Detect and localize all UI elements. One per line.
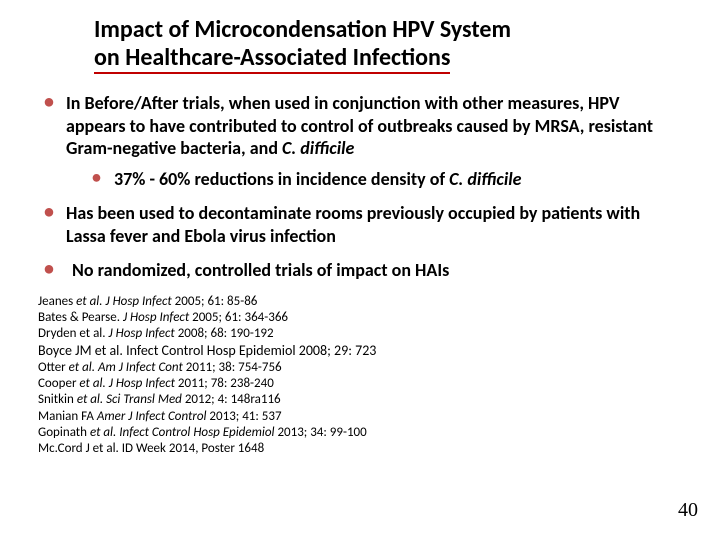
page-number: 40 bbox=[678, 499, 698, 522]
bullet-text: No randomized, controlled trials of impa… bbox=[72, 259, 449, 281]
bullet-text-italic: C. difficile bbox=[282, 137, 354, 159]
ref-post: 2008; 68: 190-192 bbox=[178, 326, 274, 341]
slide: Impact of Microcondensation HPV System o… bbox=[0, 0, 720, 540]
bullet-item: Has been used to decontaminate rooms pre… bbox=[38, 202, 682, 247]
ref-italic: J Hosp Infect bbox=[123, 310, 192, 325]
ref-pre: Mc.Cord J et al. ID Week 2014, Poster 16… bbox=[38, 441, 264, 456]
bullet-item: In Before/After trials, when used in con… bbox=[38, 92, 682, 190]
ref-post: 2005; 61: 85-86 bbox=[175, 294, 258, 309]
sub-bullet-text-italic: C. difficile bbox=[449, 168, 521, 190]
ref-pre: Snitkin bbox=[38, 392, 77, 407]
ref-italic: et al. Sci Transl Med bbox=[77, 392, 185, 407]
bullet-list: In Before/After trials, when used in con… bbox=[38, 92, 682, 282]
ref-post: 2012; 4: 148ra116 bbox=[185, 392, 281, 407]
sub-bullet-text: 37% - 60% reductions in incidence densit… bbox=[114, 168, 449, 190]
reference-line: Boyce JM et al. Infect Control Hosp Epid… bbox=[38, 342, 682, 360]
reference-line: Bates & Pearse. J Hosp Infect 2005; 61: … bbox=[38, 310, 682, 326]
ref-italic: et al. Infect Control Hosp Epidemiol bbox=[90, 425, 278, 440]
ref-post: 2013; 34: 99-100 bbox=[277, 425, 366, 440]
bullet-item: No randomized, controlled trials of impa… bbox=[38, 259, 682, 282]
title-line2: on Healthcare-Associated Infections bbox=[94, 44, 450, 75]
reference-line: Mc.Cord J et al. ID Week 2014, Poster 16… bbox=[38, 441, 682, 457]
ref-italic: et al. J Hosp Infect bbox=[76, 294, 175, 309]
reference-line: Cooper et al. J Hosp Infect 2011; 78: 23… bbox=[38, 376, 682, 392]
ref-italic: et al. Am J Infect Cont bbox=[69, 360, 186, 375]
references: Jeanes et al. J Hosp Infect 2005; 61: 85… bbox=[38, 294, 682, 458]
reference-line: Otter et al. Am J Infect Cont 2011; 38: … bbox=[38, 360, 682, 376]
ref-post: 2013; 41: 537 bbox=[206, 409, 281, 424]
ref-italic: J Hosp Infect bbox=[109, 326, 178, 341]
reference-line: Gopinath et al. Infect Control Hosp Epid… bbox=[38, 425, 682, 441]
reference-line: Manian FA Amer J Infect Control 2013; 41… bbox=[38, 409, 682, 425]
ref-post: 2011; 38: 754-756 bbox=[186, 360, 282, 375]
ref-pre: Otter bbox=[38, 360, 69, 375]
ref-post: 2011; 78: 238-240 bbox=[178, 376, 274, 391]
reference-line: Jeanes et al. J Hosp Infect 2005; 61: 85… bbox=[38, 294, 682, 310]
ref-pre: Manian FA bbox=[38, 409, 97, 424]
reference-line: Snitkin et al. Sci Transl Med 2012; 4: 1… bbox=[38, 392, 682, 408]
ref-pre: Jeanes bbox=[38, 294, 76, 309]
title-line1: Impact of Microcondensation HPV System bbox=[94, 15, 511, 44]
bullet-text: Has been used to decontaminate rooms pre… bbox=[66, 202, 640, 247]
sub-bullet-item: 37% - 60% reductions in incidence densit… bbox=[88, 168, 682, 191]
ref-pre: Bates & Pearse. bbox=[38, 310, 123, 325]
slide-title: Impact of Microcondensation HPV System o… bbox=[94, 16, 682, 74]
ref-italic: et al. J Hosp Infect bbox=[79, 376, 178, 391]
reference-line: Dryden et al. J Hosp Infect 2008; 68: 19… bbox=[38, 326, 682, 342]
ref-italic: Amer J Infect Control bbox=[97, 409, 207, 424]
bullet-text: In Before/After trials, when used in con… bbox=[66, 92, 653, 159]
ref-post: 2005; 61: 364-366 bbox=[192, 310, 288, 325]
ref-pre: Boyce JM et al. Infect Control Hosp Epid… bbox=[38, 342, 376, 359]
sub-bullet-list: 37% - 60% reductions in incidence densit… bbox=[88, 168, 682, 191]
ref-pre: Gopinath bbox=[38, 425, 90, 440]
ref-pre: Dryden et al. bbox=[38, 326, 109, 341]
ref-pre: Cooper bbox=[38, 376, 79, 391]
